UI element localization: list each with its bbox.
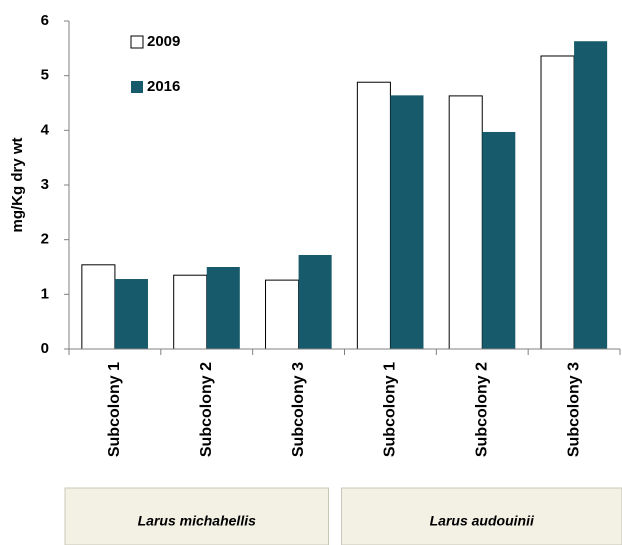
- bar: [390, 95, 424, 349]
- legend-label: 2009: [147, 33, 180, 50]
- bar: [482, 131, 516, 349]
- y-tick-label: 3: [41, 176, 49, 193]
- x-tick-label: Subcolony 2: [473, 362, 490, 457]
- x-tick-label: Subcolony 1: [106, 362, 123, 457]
- x-tick-label: Subcolony 2: [198, 362, 215, 457]
- bar: [206, 267, 240, 349]
- y-tick-label: 6: [41, 12, 49, 29]
- y-tick-label: 1: [41, 285, 49, 302]
- group-box: [64, 487, 329, 545]
- group-label: Larus audouinii: [430, 513, 535, 529]
- bar: [265, 279, 300, 350]
- group-box: [341, 487, 622, 545]
- bar: [574, 41, 608, 350]
- bar: [81, 264, 116, 350]
- legend-label: 2016: [147, 78, 180, 95]
- y-axis-label: mg/Kg dry wt: [9, 137, 26, 232]
- y-tick-label: 5: [41, 67, 49, 84]
- legend-swatch: [130, 35, 144, 49]
- y-tick-label: 2: [41, 231, 49, 248]
- group-label: Larus michahellis: [138, 513, 256, 529]
- y-tick-label: 0: [41, 340, 49, 357]
- bar: [540, 55, 575, 350]
- bar: [356, 81, 391, 350]
- y-tick-label: 4: [41, 121, 50, 138]
- x-tick-label: Subcolony 3: [565, 362, 582, 457]
- bar: [173, 274, 208, 350]
- bar: [448, 95, 483, 350]
- bar: [298, 254, 332, 349]
- bar: [114, 279, 148, 349]
- x-tick-label: Subcolony 3: [290, 362, 307, 457]
- legend-swatch: [131, 81, 143, 93]
- x-tick-label: Subcolony 1: [382, 362, 399, 457]
